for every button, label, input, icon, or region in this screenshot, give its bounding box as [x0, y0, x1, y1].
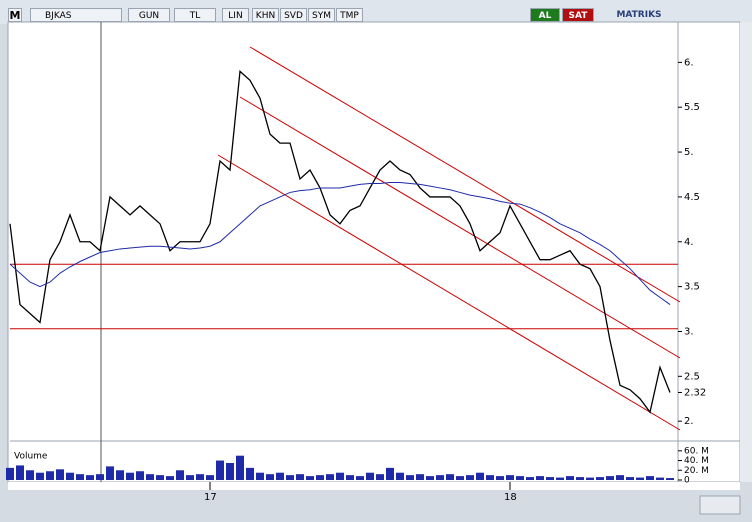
volume-bar — [306, 476, 314, 480]
volume-bar — [396, 472, 404, 480]
date-strip — [8, 482, 740, 490]
volume-bar — [276, 472, 284, 480]
volume-bar — [506, 475, 514, 480]
volume-bar — [626, 477, 634, 480]
volume-bar — [16, 465, 24, 480]
y-tick-label: 0 — [684, 476, 690, 486]
volume-bar — [66, 472, 74, 480]
volume-bar — [376, 474, 384, 480]
volume-bar — [186, 475, 194, 480]
volume-bar — [406, 475, 414, 480]
volume-bar — [26, 470, 34, 480]
volume-bar — [606, 476, 614, 480]
volume-bar — [286, 475, 294, 480]
volume-bar — [436, 475, 444, 480]
trend-line — [239, 96, 681, 359]
volume-bar — [636, 477, 644, 480]
volume-bar — [86, 475, 94, 480]
volume-bar — [546, 477, 554, 480]
volume-bar — [476, 472, 484, 480]
volume-bar — [316, 475, 324, 480]
volume-bar — [656, 477, 664, 480]
trend-channel — [217, 46, 681, 431]
volume-bar — [6, 467, 14, 480]
volume-bar — [106, 466, 114, 480]
volume-title: Volume — [14, 452, 48, 462]
volume-bar — [166, 476, 174, 480]
volume-bar — [176, 470, 184, 480]
volume-bar — [566, 476, 574, 480]
volume-bar — [576, 477, 584, 480]
volume-bar — [456, 476, 464, 480]
plot-frame — [7, 21, 741, 483]
volume-bar — [336, 472, 344, 480]
volume-bar — [156, 475, 164, 480]
scrollbar[interactable] — [740, 22, 752, 482]
volume-bar — [236, 455, 244, 480]
volume-bar — [56, 469, 64, 480]
volume-bar — [596, 477, 604, 480]
y-tick-label: 5. — [684, 147, 694, 158]
volume-bar — [516, 476, 524, 480]
volume-bar — [266, 474, 274, 480]
volume-bar — [486, 475, 494, 480]
y-tick-label: 4.5 — [684, 192, 700, 203]
volume-bar — [96, 474, 104, 480]
volume-bar — [46, 471, 54, 480]
volume-bar — [246, 467, 254, 480]
volume-bar — [466, 475, 474, 480]
last-price-label: 2.32 — [684, 387, 706, 398]
volume-bar — [146, 474, 154, 480]
x-tick-label: 17 — [204, 492, 217, 503]
volume-bar — [646, 476, 654, 480]
y-tick-label: 2.5 — [684, 371, 700, 382]
volume-bar — [556, 477, 564, 480]
volume-bar — [196, 474, 204, 480]
y-tick-label: 2. — [684, 416, 694, 427]
volume-bar — [226, 462, 234, 480]
y-tick-label: 6. — [684, 57, 694, 68]
y-tick-label: 3. — [684, 326, 694, 337]
volume-bar — [256, 472, 264, 480]
y-tick-label: 4. — [684, 237, 694, 248]
volume-bar — [356, 476, 364, 480]
volume-bar — [446, 474, 454, 480]
y-tick-label: 40. M — [684, 456, 709, 466]
volume-bar — [346, 475, 354, 480]
volume-bar — [366, 472, 374, 480]
volume-bar — [416, 474, 424, 480]
volume-bar — [126, 472, 134, 480]
y-tick-label: 3.5 — [684, 282, 700, 293]
volume-bar — [386, 467, 394, 480]
volume-bar — [36, 472, 44, 480]
price-line — [9, 182, 671, 305]
volume-bar — [536, 476, 544, 480]
price-line — [9, 69, 671, 414]
toolbar: M BJKAS GUN TL LIN KHN SVD SYM TMP AL SAT MATR… — [0, 0, 752, 24]
nav-buttons[interactable] — [699, 495, 741, 515]
volume-bar — [326, 474, 334, 480]
volume-bar — [136, 471, 144, 480]
brand: MATRIKS — [616, 10, 662, 20]
y-tick-label: 60. M — [684, 446, 709, 456]
volume-bar — [206, 475, 214, 480]
volume-bar — [616, 475, 624, 480]
trend-line — [217, 154, 681, 431]
volume-bar — [116, 470, 124, 480]
volume-bar — [526, 477, 534, 480]
y-tick-label: 5.5 — [684, 102, 700, 113]
x-tick-label: 18 — [504, 492, 517, 503]
volume-bar — [426, 476, 434, 480]
volume-bar — [666, 478, 674, 480]
volume-bar — [216, 460, 224, 480]
trend-line — [249, 46, 681, 303]
volume-bar — [76, 474, 84, 480]
y-tick-label: 20. M — [684, 466, 709, 476]
volume-bar — [586, 477, 594, 480]
volume-bar — [496, 476, 504, 480]
volume-bar — [296, 474, 304, 480]
